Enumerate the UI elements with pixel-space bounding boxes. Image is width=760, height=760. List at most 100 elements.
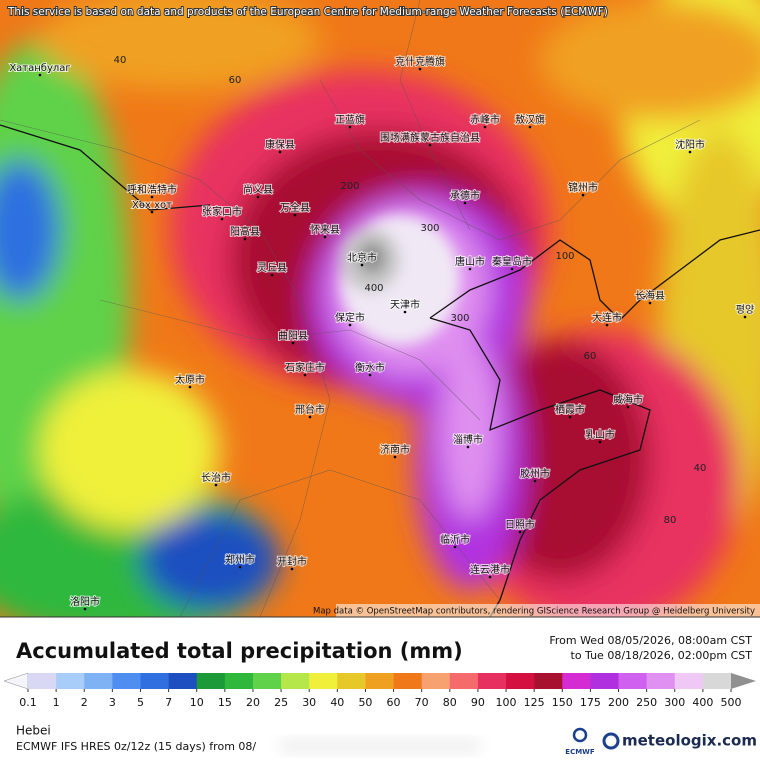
place-label: 太原市 <box>175 373 205 386</box>
place-dot <box>368 373 372 377</box>
place-dot <box>83 607 87 611</box>
legend-swatch <box>224 673 254 689</box>
attribution: This service is based on data and produc… <box>7 6 608 18</box>
place-dot <box>308 415 312 419</box>
place-dot <box>38 73 42 77</box>
legend-arrow-low <box>3 672 29 690</box>
legend-tick-label: 150 <box>552 696 573 709</box>
legend-tick-label: 175 <box>580 696 601 709</box>
legend-tick-label: 300 <box>664 696 685 709</box>
legend-arrow-high <box>731 673 756 689</box>
legend-tick-label: 50 <box>358 696 372 709</box>
place-dot <box>188 385 192 389</box>
legend-swatch <box>674 673 704 689</box>
place-label: 长海县 <box>635 289 665 302</box>
place-label: 曲阳县 <box>278 330 308 342</box>
contour-label: 200 <box>340 181 359 192</box>
legend-tick-label: 30 <box>302 696 316 709</box>
place-dot <box>291 341 295 345</box>
place-dot <box>238 565 242 569</box>
period-to: to Tue 08/18/2026, 02:00pm CST <box>571 649 753 662</box>
site-logo[interactable]: meteologix.com <box>622 732 757 750</box>
contour-label: 60 <box>584 351 597 362</box>
legend-swatch <box>84 673 113 689</box>
contour-label: 100 <box>555 251 574 262</box>
place-dot <box>303 373 307 377</box>
legend: 0.1 1 2 3 5 7 10 15 20 25 30 40 50 60 70 80 90 100 125 150 1… <box>3 672 756 709</box>
legend-swatch <box>562 673 591 689</box>
place-dot <box>626 405 630 409</box>
legend-tick-label: 125 <box>524 696 545 709</box>
place-dot <box>743 315 747 319</box>
legend-swatch <box>281 673 310 689</box>
place-dot <box>453 545 457 549</box>
legend-tick-label: 500 <box>721 696 742 709</box>
place-dot <box>243 237 247 241</box>
legend-swatch <box>365 673 394 689</box>
legend-swatch <box>337 673 366 689</box>
place-label: 围场满族蒙古族自治县 <box>380 131 480 144</box>
place-dot <box>528 125 532 129</box>
place-label: 克什克腾旗 <box>395 55 445 68</box>
legend-swatch <box>28 673 57 689</box>
place-label: Хатанбулаг <box>9 63 70 74</box>
legend-tick-label: 60 <box>387 696 401 709</box>
place-label: 洛阳市 <box>70 595 100 608</box>
place-label: 大连市 <box>592 311 622 324</box>
place-label: 锦州市 <box>568 181 598 194</box>
place-label: 济南市 <box>380 443 410 456</box>
legend-swatch <box>56 673 85 689</box>
legend-tick-label: 10 <box>190 696 204 709</box>
place-dot <box>150 210 154 214</box>
place-label: 栖霞市 <box>555 403 585 416</box>
title: Accumulated total precipitation (mm) <box>16 639 463 663</box>
place-label: 承德市 <box>450 189 480 202</box>
place-dot <box>150 195 154 199</box>
place-label: 衡水市 <box>355 361 385 374</box>
place-label: 连云港市 <box>470 563 510 576</box>
place-label: 北京市 <box>347 251 377 264</box>
legend-tick-label: 3 <box>109 696 116 709</box>
period-from: From Wed 08/05/2026, 08:00am CST <box>549 634 752 647</box>
model-line: ECMWF IFS HRES 0z/12z (15 days) from 08/ <box>16 740 256 753</box>
place-dot <box>278 150 282 154</box>
place-label: 日照市 <box>505 518 535 531</box>
contour-label: 300 <box>450 313 469 324</box>
place-dot <box>214 483 218 487</box>
place-label: 张家口市 <box>202 205 242 218</box>
legend-tick-label: 90 <box>471 696 485 709</box>
place-label: 唐山市 <box>455 255 485 268</box>
place-dot <box>533 479 537 483</box>
place-dot <box>688 150 692 154</box>
legend-tick-label: 70 <box>415 696 429 709</box>
place-dot <box>360 263 364 267</box>
legend-tick-label: 100 <box>496 696 517 709</box>
place-dot <box>581 193 585 197</box>
legend-swatch <box>477 673 507 689</box>
place-label: 尚义县 <box>243 183 273 196</box>
map-credit: Map data © OpenStreetMap contributors, r… <box>313 607 755 617</box>
legend-swatch <box>646 673 676 689</box>
place-dot <box>568 415 572 419</box>
place-label: Хөх хот <box>132 200 172 211</box>
legend-swatch <box>449 673 479 689</box>
legend-swatch <box>196 673 226 689</box>
legend-swatch <box>252 673 282 689</box>
place-dot <box>488 575 492 579</box>
place-dot <box>348 323 352 327</box>
place-label: 秦皇岛市 <box>492 255 532 268</box>
legend-swatch <box>309 673 338 689</box>
legend-swatch <box>168 673 198 689</box>
place-dot <box>270 273 274 277</box>
place-dot <box>468 267 472 271</box>
place-label: 天津市 <box>390 298 420 311</box>
place-label: 평양 <box>736 304 754 316</box>
place-dot <box>220 217 224 221</box>
place-dot <box>256 195 260 199</box>
legend-tick-label: 250 <box>636 696 657 709</box>
place-label: 胶州市 <box>520 467 550 480</box>
place-label: 郑州市 <box>225 553 255 566</box>
place-dot <box>483 125 487 129</box>
place-dot <box>348 125 352 129</box>
